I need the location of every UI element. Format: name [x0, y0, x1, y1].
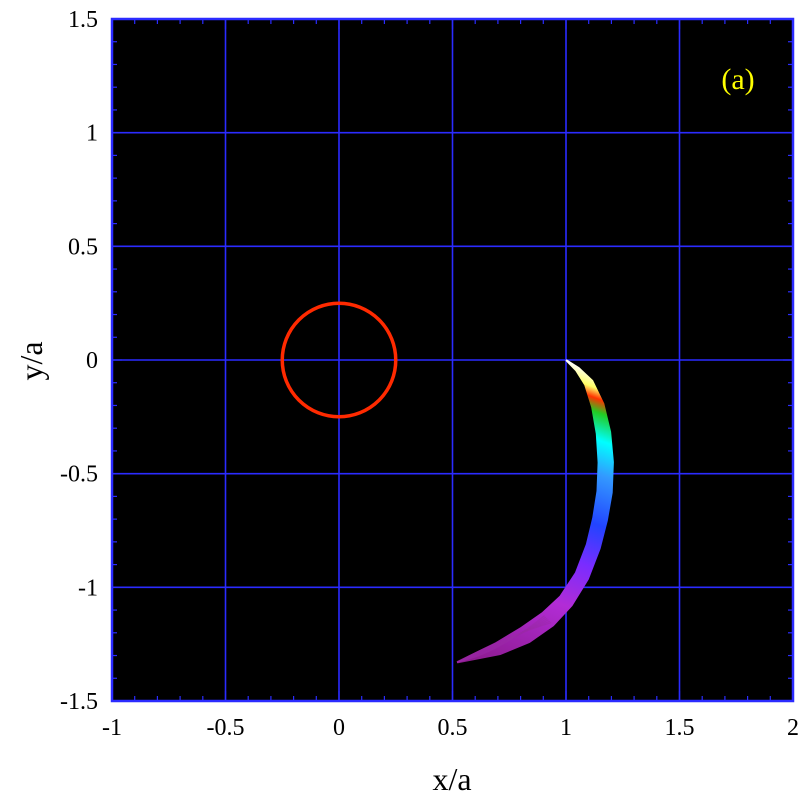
- y-tick-label: 0: [86, 348, 98, 374]
- density-stream: [456, 359, 614, 664]
- grid: [112, 19, 793, 701]
- y-tick-label: -0.5: [60, 462, 98, 488]
- y-tick-label: 0.5: [68, 234, 98, 260]
- plot-frame: [110, 17, 795, 703]
- y-tick-label: -1.5: [60, 689, 98, 715]
- x-tick-label: -1: [102, 715, 122, 741]
- y-tick-label: -1: [78, 575, 98, 601]
- y-tick-label: 1.5: [68, 7, 98, 33]
- panel-label: (a): [721, 63, 754, 96]
- y-tick-label: 1: [86, 121, 98, 147]
- x-tick-label: 0.5: [438, 715, 468, 741]
- x-axis-title: x/a: [432, 761, 471, 797]
- stream-body: [456, 359, 614, 664]
- y-axis-title: y/a: [13, 341, 49, 380]
- stream-tail-wisp: [456, 621, 552, 663]
- y-tick-labels: -1.5 -1 -0.5 0 0.5 1 1.5: [60, 7, 98, 715]
- x-tick-label: 2: [787, 715, 799, 741]
- central-body-circle: [280, 301, 398, 419]
- x-tick-label: -0.5: [207, 715, 245, 741]
- x-tick-labels: -1 -0.5 0 0.5 1 1.5 2: [102, 715, 799, 741]
- x-tick-label: 1.5: [665, 715, 695, 741]
- x-tick-label: 1: [560, 715, 572, 741]
- x-tick-label: 0: [333, 715, 345, 741]
